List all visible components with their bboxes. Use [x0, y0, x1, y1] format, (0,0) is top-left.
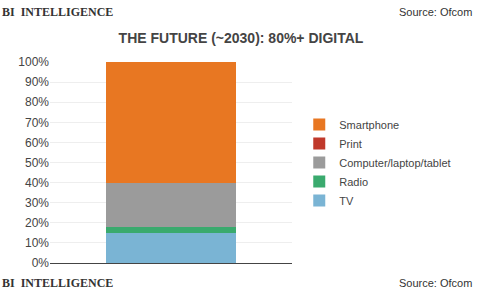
svg-text:Source: Ofcom: Source: Ofcom [399, 6, 472, 18]
svg-text:0%: 0% [32, 256, 50, 270]
svg-text:10%: 10% [25, 236, 49, 250]
svg-text:50%: 50% [25, 156, 49, 170]
svg-text:Smartphone: Smartphone [339, 119, 399, 131]
svg-text:Source: Ofcom: Source: Ofcom [399, 277, 472, 289]
svg-text:BI INTELLIGENCE: BI INTELLIGENCE [2, 5, 113, 19]
svg-text:Computer/laptop/tablet: Computer/laptop/tablet [339, 157, 450, 169]
svg-text:30%: 30% [25, 196, 49, 210]
svg-text:Radio: Radio [339, 176, 368, 188]
svg-text:60%: 60% [25, 136, 49, 150]
svg-text:70%: 70% [25, 116, 49, 130]
svg-text:TV: TV [339, 195, 354, 207]
svg-text:90%: 90% [25, 75, 49, 89]
svg-text:20%: 20% [25, 216, 49, 230]
svg-text:80%: 80% [25, 95, 49, 109]
svg-text:BI INTELLIGENCE: BI INTELLIGENCE [2, 276, 113, 290]
svg-text:THE FUTURE (~2030): 80%+ DIGIT: THE FUTURE (~2030): 80%+ DIGITAL [119, 30, 364, 46]
svg-text:100%: 100% [18, 55, 49, 69]
svg-text:Print: Print [339, 138, 362, 150]
svg-text:40%: 40% [25, 176, 49, 190]
